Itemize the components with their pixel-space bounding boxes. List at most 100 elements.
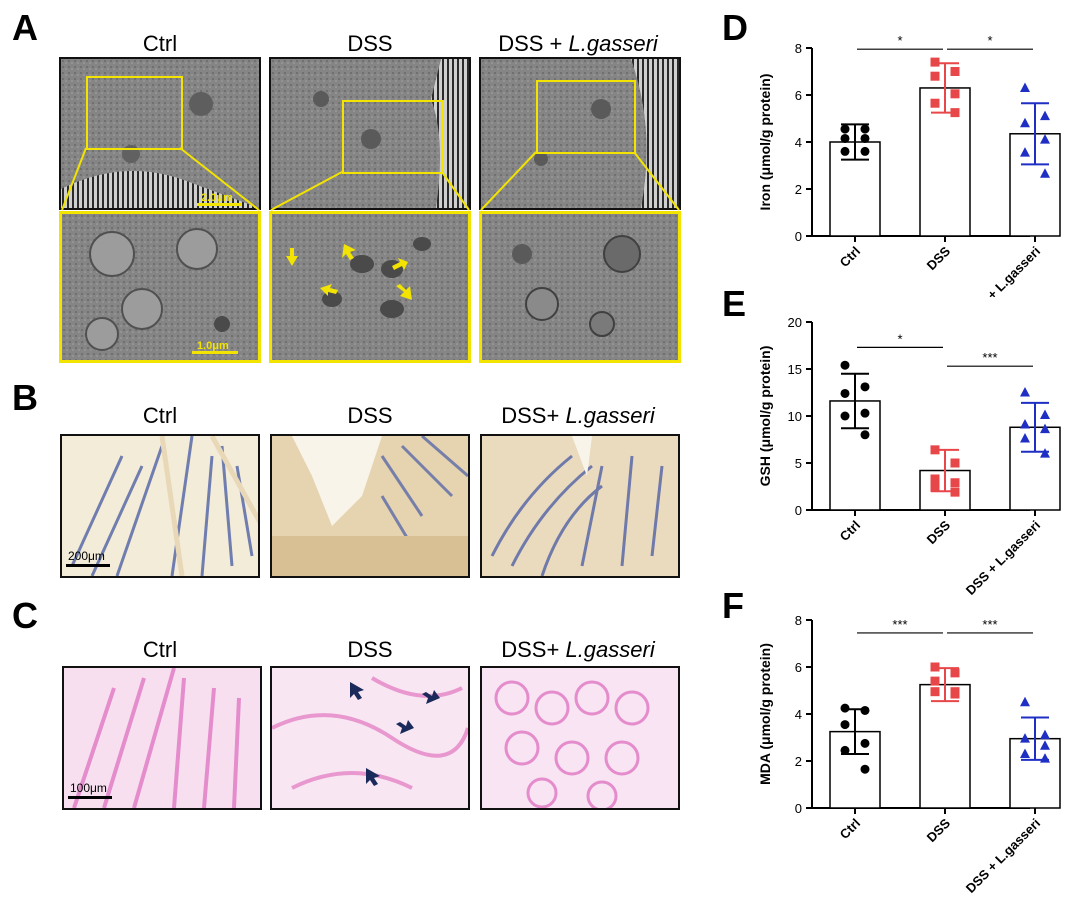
- y-tick-label: 10: [788, 409, 802, 424]
- x-tick-label: Ctrl: [837, 816, 863, 842]
- y-tick-label: 8: [795, 41, 802, 56]
- data-point: [1040, 753, 1050, 763]
- data-point: [950, 668, 960, 678]
- data-point: [950, 487, 960, 497]
- data-point: [860, 146, 870, 156]
- panel-a-title-ctrl: Ctrl: [142, 31, 178, 56]
- panel-label-f: F: [722, 585, 744, 626]
- scale-c-label: 100μm: [70, 781, 107, 795]
- data-point: [840, 388, 850, 398]
- data-point: [950, 89, 960, 99]
- yellow-arrows: [286, 244, 412, 300]
- data-point: [950, 108, 960, 118]
- data-point: [1020, 387, 1030, 397]
- panel-label-a: A: [12, 7, 38, 48]
- significance-label: *: [987, 33, 992, 48]
- data-point: [930, 474, 940, 484]
- data-point: [930, 445, 940, 455]
- data-point: [930, 676, 940, 686]
- y-tick-label: 6: [795, 660, 802, 675]
- scale-bottom-label: 1.0μm: [197, 340, 229, 352]
- y-tick-label: 20: [788, 315, 802, 330]
- x-tick-label: Ctrl: [837, 244, 863, 270]
- x-tick-label: DSS: [924, 243, 954, 273]
- y-tick-label: 8: [795, 613, 802, 628]
- data-point: [840, 124, 850, 134]
- panel-c-title-dss: DSS: [347, 637, 393, 662]
- data-point: [1020, 82, 1030, 92]
- data-point: [1020, 733, 1030, 743]
- data-point: [930, 98, 940, 108]
- data-point: [860, 408, 870, 418]
- data-point: [930, 662, 940, 672]
- data-point: [1040, 168, 1050, 178]
- tem-ctrl-overview: 2.0μm: [59, 57, 261, 210]
- data-point: [1040, 448, 1050, 458]
- data-point: [1020, 418, 1030, 429]
- scale-b-label: 200μm: [68, 549, 105, 563]
- panel-c-title-ctrl: Ctrl: [142, 637, 178, 662]
- data-point: [950, 458, 960, 468]
- ihc-dss: [270, 434, 470, 578]
- y-tick-label: 0: [795, 229, 802, 244]
- y-tick-label: 4: [795, 707, 802, 722]
- panel-a-title-dss: DSS: [347, 31, 393, 56]
- data-point: [840, 411, 850, 421]
- y-tick-label: 2: [795, 182, 802, 197]
- data-point: [1040, 409, 1050, 420]
- y-tick-label: 4: [795, 135, 802, 150]
- data-point: [840, 146, 850, 156]
- data-point: [860, 133, 870, 143]
- data-point: [930, 71, 940, 81]
- navy-arrows: [350, 682, 440, 786]
- data-point: [1020, 748, 1030, 758]
- panel-b-title-ctrl: Ctrl: [142, 403, 178, 428]
- data-point: [860, 738, 870, 748]
- panel-b-title-dss: DSS: [347, 403, 393, 428]
- chart-gsh: GSH (μmol/g protein) 0 5 10 15 20 Ctrl DSS DSS +…: [757, 315, 1061, 596]
- significance-label: ***: [982, 350, 997, 365]
- data-point: [1040, 110, 1050, 121]
- he-ctrl: 100μm: [62, 666, 262, 810]
- chart-iron: Iron (μmol/g protein) 0 2 4 6 8 Ctrl DSS DSS + L…: [757, 33, 1061, 297]
- tem-dss-zoom: [269, 211, 471, 363]
- tem-ctrl-zoom: 1.0μm: [59, 211, 261, 363]
- x-tick-label: Ctrl: [837, 518, 863, 544]
- bar: [919, 683, 971, 809]
- data-point: [930, 482, 940, 492]
- ihc-lg: [480, 434, 680, 578]
- panel-label-d: D: [722, 7, 748, 48]
- data-point: [950, 67, 960, 76]
- data-point: [930, 57, 940, 67]
- data-point: [1040, 729, 1050, 740]
- y-axis-label: MDA (μmol/g protein): [757, 643, 773, 785]
- significance-label: *: [897, 33, 902, 48]
- x-tick-label: DSS + L.gasseri: [963, 816, 1043, 896]
- he-dss: [270, 666, 470, 810]
- significance-label: ***: [982, 617, 997, 632]
- data-point: [840, 720, 850, 730]
- he-lg: [480, 666, 680, 810]
- y-tick-label: 5: [795, 456, 802, 471]
- y-tick-label: 2: [795, 754, 802, 769]
- x-tick-label: DSS: [924, 517, 954, 547]
- scale-top-label: 2.0μm: [201, 192, 233, 204]
- data-point: [860, 705, 870, 715]
- y-tick-label: 0: [795, 503, 802, 518]
- data-point: [1040, 134, 1050, 144]
- significance-label: ***: [892, 617, 907, 632]
- y-tick-label: 0: [795, 801, 802, 816]
- ihc-ctrl: 200μm: [60, 434, 260, 578]
- data-point: [1040, 423, 1050, 434]
- data-point: [930, 687, 940, 697]
- data-point: [840, 703, 850, 713]
- panel-b-title-lg: DSS+ L.gasseri: [501, 403, 655, 428]
- panel-a-title-lg: DSS + L.gasseri: [498, 31, 658, 56]
- data-point: [860, 124, 870, 134]
- data-point: [950, 478, 960, 488]
- data-point: [860, 430, 870, 440]
- data-point: [1020, 147, 1030, 157]
- panel-c-title-lg: DSS+ L.gasseri: [501, 637, 655, 662]
- data-point: [1040, 740, 1050, 750]
- y-axis-label: GSH (μmol/g protein): [757, 346, 773, 487]
